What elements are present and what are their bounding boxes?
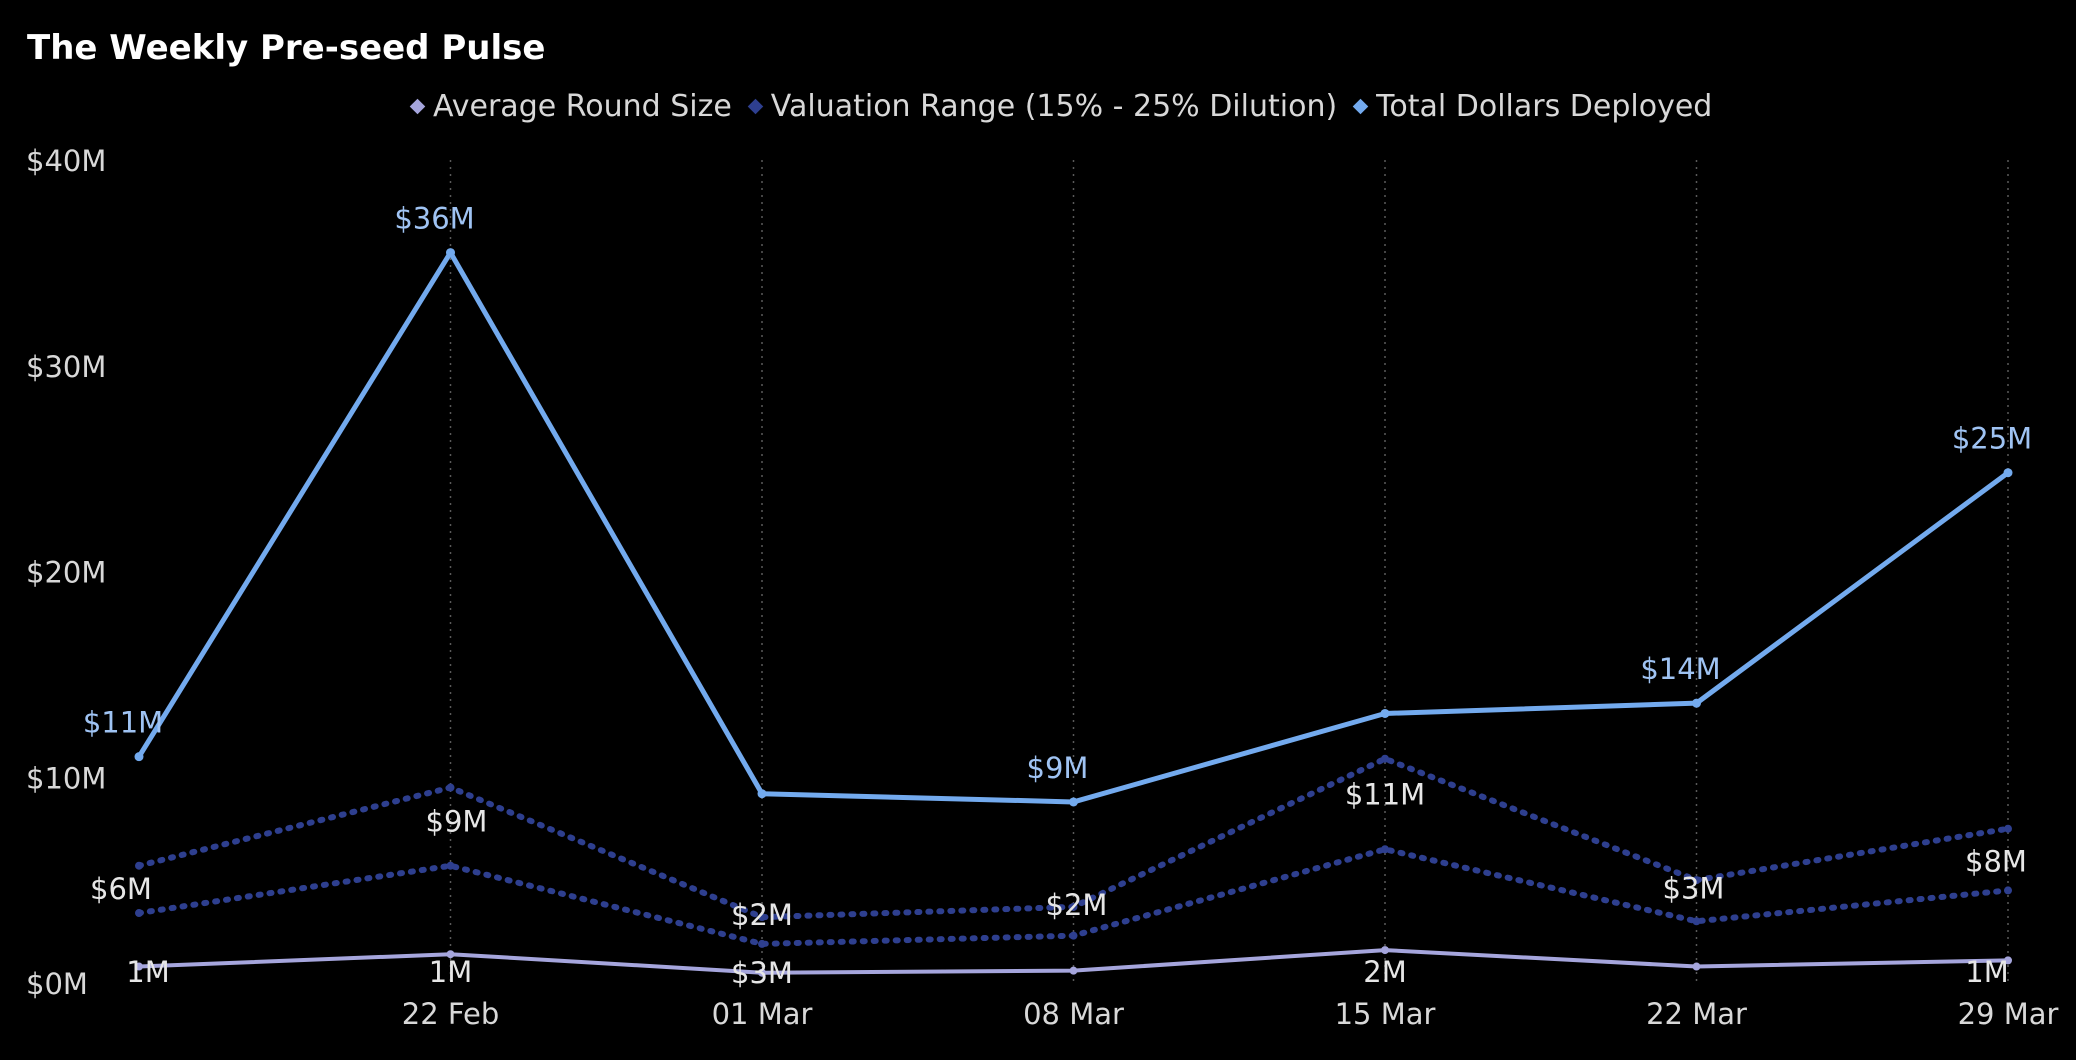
legend-label-average-round-size: Average Round Size (433, 88, 732, 124)
point-average-round-size (758, 968, 766, 977)
data-label-valuation-range: $11M (1345, 778, 1425, 812)
data-label-valuation-range: $2M (731, 898, 793, 932)
data-label-valuation-range: $6M (90, 872, 152, 906)
data-label-total-dollars-deployed: $9M (1027, 751, 1089, 785)
x-tick-label: 29 Mar (1958, 997, 2059, 1031)
legend-label-valuation-range: Valuation Range (15% - 25% Dilution) (770, 88, 1338, 124)
y-tick-label: $20M (26, 556, 106, 590)
point-valuation-high (446, 783, 455, 792)
point-average-round-size (1069, 966, 1078, 975)
point-average-round-size (1381, 946, 1389, 955)
chart-title: The Weekly Pre-seed Pulse (27, 28, 546, 68)
legend-item-valuation-range[interactable]: Valuation Range (15% - 25% Dilution) (746, 89, 1337, 124)
data-label-valuation-range: $3M (1663, 871, 1725, 905)
x-tick-label: 15 Mar (1335, 997, 1436, 1031)
x-tick-label: 22 Feb (402, 997, 499, 1031)
x-tick-label: 08 Mar (1023, 997, 1124, 1031)
data-label-average-round-size: 1M (1965, 955, 2008, 989)
point-valuation-low (758, 939, 766, 948)
data-label-average-round-size: 1M (126, 955, 169, 989)
data-label-valuation-range: $2M (1046, 888, 1108, 922)
data-label-total-dollars-deployed: $25M (1952, 422, 2032, 456)
y-tick-label: $30M (26, 350, 106, 384)
point-valuation-high (135, 861, 143, 870)
point-total-dollars-deployed (446, 248, 455, 258)
point-valuation-low (1069, 931, 1078, 940)
data-label-total-dollars-deployed: $36M (394, 202, 474, 236)
point-valuation-high (1381, 754, 1389, 763)
point-valuation-low (1381, 845, 1389, 854)
point-total-dollars-deployed (134, 752, 144, 762)
point-valuation-high (1069, 902, 1078, 911)
data-label-average-round-size: 2M (1363, 955, 1406, 989)
y-tick-label: $40M (26, 144, 106, 178)
y-tick-label: $0M (26, 967, 88, 1001)
y-tick-label: $10M (26, 761, 106, 795)
data-label-valuation-range: $8M (1965, 844, 2027, 878)
data-label-total-dollars-deployed: $14M (1640, 652, 1720, 686)
legend: Average Round Size Valuation Range (15% … (408, 86, 1712, 126)
x-tick-label: 01 Mar (712, 997, 813, 1031)
point-total-dollars-deployed (2003, 468, 2013, 478)
x-tick-label: 22 Mar (1646, 997, 1747, 1031)
point-valuation-low (446, 861, 455, 870)
point-total-dollars-deployed (1380, 708, 1390, 718)
point-valuation-low (2004, 886, 2012, 895)
point-average-round-size (2004, 956, 2012, 965)
point-total-dollars-deployed (757, 789, 767, 799)
data-label-valuation-range: $9M (426, 805, 488, 839)
point-valuation-high (1692, 876, 1701, 885)
point-average-round-size (135, 962, 143, 971)
point-valuation-low (135, 909, 143, 918)
point-average-round-size (1692, 962, 1701, 971)
legend-label-total-dollars-deployed: Total Dollars Deployed (1376, 88, 1713, 124)
series-line-total-dollars-deployed (136, 250, 2010, 805)
point-valuation-high (758, 913, 766, 922)
legend-item-total-dollars-deployed[interactable]: Total Dollars Deployed (1351, 89, 1712, 124)
data-label-total-dollars-deployed: $11M (83, 706, 163, 740)
point-valuation-high (2004, 824, 2012, 833)
point-valuation-low (1692, 917, 1701, 926)
legend-item-average-round-size[interactable]: Average Round Size (408, 89, 732, 124)
point-total-dollars-deployed (1069, 797, 1078, 807)
point-total-dollars-deployed (1692, 698, 1701, 708)
data-label-valuation-range: $3M (731, 956, 793, 990)
data-label-average-round-size: 1M (429, 955, 472, 989)
point-average-round-size (446, 950, 455, 959)
